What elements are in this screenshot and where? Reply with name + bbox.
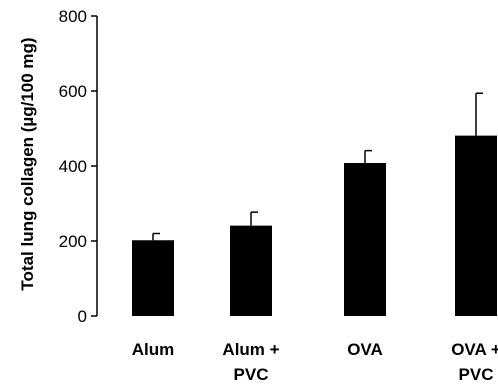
- bar: [344, 163, 386, 316]
- x-category-label: Alum +: [222, 340, 279, 359]
- x-axis-labels: Alum Alum + PVC OVA OVA + PVC: [132, 340, 498, 384]
- y-axis-label: Total lung collagen (µg/100 mg): [18, 37, 37, 290]
- x-category-label: PVC: [459, 365, 494, 384]
- y-tick-label: 600: [59, 82, 87, 101]
- x-category-label: PVC: [234, 365, 269, 384]
- error-bars: [152, 92, 483, 241]
- y-axis-group: 0 200 400 600 800: [59, 7, 98, 326]
- y-tick-label: 800: [59, 7, 87, 26]
- y-ticks: 0 200 400 600 800: [59, 7, 97, 326]
- bars: [132, 135, 497, 316]
- bar: [455, 135, 497, 316]
- x-category-label: OVA +: [451, 340, 498, 359]
- x-category-label: Alum: [132, 340, 175, 359]
- bar: [132, 240, 174, 316]
- bar: [230, 225, 272, 316]
- y-tick-label: 0: [78, 307, 87, 326]
- y-tick-label: 200: [59, 232, 87, 251]
- y-tick-label: 400: [59, 157, 87, 176]
- x-category-label: OVA: [347, 340, 383, 359]
